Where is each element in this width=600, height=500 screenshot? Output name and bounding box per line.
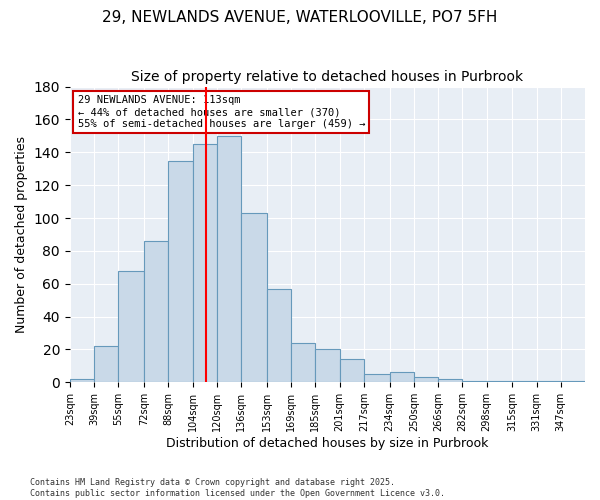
Bar <box>291 343 315 382</box>
Bar <box>438 379 462 382</box>
Bar <box>389 372 414 382</box>
Bar <box>364 374 389 382</box>
Bar <box>70 379 94 382</box>
Bar <box>561 380 585 382</box>
Text: 29 NEWLANDS AVENUE: 113sqm
← 44% of detached houses are smaller (370)
55% of sem: 29 NEWLANDS AVENUE: 113sqm ← 44% of deta… <box>77 96 365 128</box>
Bar <box>168 160 193 382</box>
Text: Contains HM Land Registry data © Crown copyright and database right 2025.
Contai: Contains HM Land Registry data © Crown c… <box>30 478 445 498</box>
Bar <box>267 288 291 382</box>
Bar <box>414 378 438 382</box>
Bar <box>217 136 241 382</box>
Bar <box>487 380 512 382</box>
Bar <box>241 213 267 382</box>
Bar <box>118 270 144 382</box>
Bar <box>94 346 118 383</box>
Bar <box>462 380 487 382</box>
X-axis label: Distribution of detached houses by size in Purbrook: Distribution of detached houses by size … <box>166 437 488 450</box>
Bar <box>512 380 536 382</box>
Text: 29, NEWLANDS AVENUE, WATERLOOVILLE, PO7 5FH: 29, NEWLANDS AVENUE, WATERLOOVILLE, PO7 … <box>103 10 497 25</box>
Bar <box>315 350 340 382</box>
Bar <box>340 360 364 382</box>
Y-axis label: Number of detached properties: Number of detached properties <box>15 136 28 333</box>
Title: Size of property relative to detached houses in Purbrook: Size of property relative to detached ho… <box>131 70 523 84</box>
Bar <box>536 380 561 382</box>
Bar <box>193 144 217 382</box>
Bar <box>144 241 168 382</box>
